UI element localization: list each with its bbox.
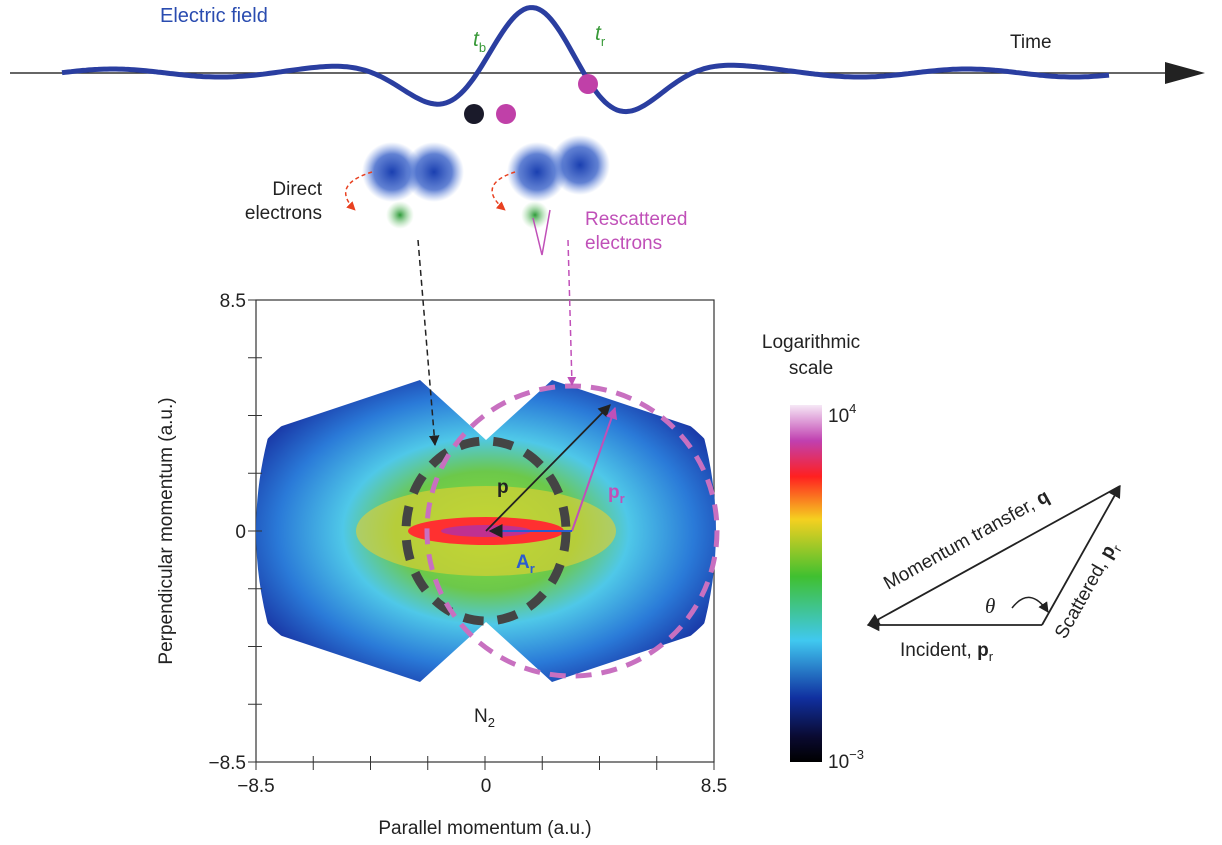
colorbar-title-line: Logarithmic [762,332,860,353]
direct-label: Direct electrons [245,179,323,224]
scattered-vector [1041,484,1121,626]
angle-arc [1011,596,1049,613]
return-point-2 [578,74,598,94]
pr-label: pr [608,482,625,506]
x-tick-label: 0 [481,776,492,797]
rescattered-arrow [567,239,577,386]
colorbar-bottom-label: 10−3 [828,747,864,773]
incident-text: Incident, [900,640,977,661]
x-axis-label: Parallel momentum (a.u.) [378,818,591,839]
rescattered-line: Rescattered [585,209,687,230]
direct-arrow [417,239,440,447]
axis-ticks [248,299,715,770]
x-tick-label: −8.5 [237,776,275,797]
molecule-sub: 2 [488,715,495,730]
time-arrow [1165,62,1205,84]
y-tick-label: 8.5 [220,291,246,312]
direct-line: Direct [272,179,322,200]
p-vector [485,404,611,532]
wave-label: Electric field [160,5,268,27]
colorbar-top-sup: 4 [849,401,856,416]
incident-sub: r [989,649,994,664]
tr-sub: r [601,34,606,49]
transfer-label: Momentum transfer, q [880,486,1053,594]
colorbar-title: Logarithmic scale [762,332,860,379]
rescattered-circle [424,383,720,679]
ar-sub: r [530,561,535,576]
pr-base: p [608,482,620,503]
rescattered-label: Rescattered electrons [585,209,687,254]
incident-label: Incident, pr [900,640,994,664]
return-point-1 [496,104,516,124]
time-label: Time [1010,32,1052,53]
tb-label: tb [473,28,486,55]
y-tick-label: 0 [235,522,246,543]
colorbar [790,405,822,762]
rescattered-line: electrons [585,233,662,254]
colorbar-title-line: scale [789,358,833,379]
ar-base: A [516,552,530,573]
transfer-vector [866,485,1121,626]
molecule-icons [345,135,610,256]
ar-label: Ar [516,552,535,576]
p-label: p [497,477,509,498]
transfer-text: Momentum transfer, [880,492,1043,595]
y-tick-label: −8.5 [208,753,246,774]
colorbar-bottom-sup: −3 [849,747,864,762]
pr-sub: r [620,491,625,506]
x-tick-label: 8.5 [701,776,727,797]
scattered-sub: r [1110,542,1126,554]
colorbar-bottom-base: 10 [828,752,849,773]
colorbar-top-label: 104 [828,401,856,427]
tb-sub: b [479,40,486,55]
tr-label: tr [595,22,606,49]
direct-line: electrons [245,203,322,224]
molecule-base: N [474,706,488,727]
colorbar-top-base: 10 [828,406,849,427]
incident-symbol: p [977,640,989,661]
tb-base: t [473,28,480,51]
pr-vector [571,406,618,532]
tr-base: t [595,22,602,45]
molecule-label: N2 [474,706,495,730]
angle-label: θ [985,594,995,618]
scattered-text: Scattered, [1051,552,1114,642]
birth-point [464,104,484,124]
y-axis-label: Perpendicular momentum (a.u.) [156,397,177,664]
